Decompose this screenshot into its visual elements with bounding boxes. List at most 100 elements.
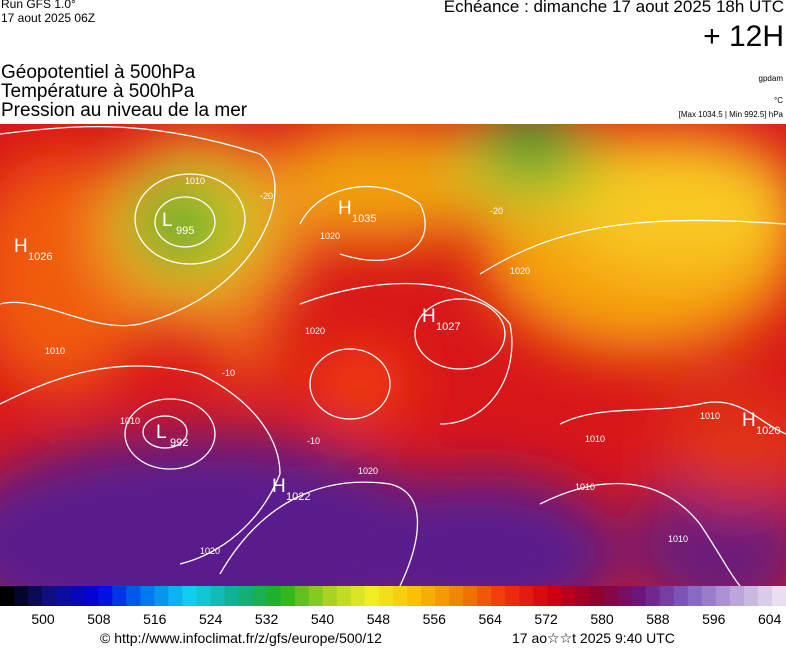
center-letter: H bbox=[422, 306, 436, 327]
colorbar-swatch bbox=[505, 586, 520, 606]
unit: °C bbox=[774, 96, 783, 105]
colorbar-label: 596 bbox=[702, 611, 726, 627]
field: Géopotentiel à 500hPa bbox=[1, 62, 196, 83]
contour-label: -20 bbox=[260, 191, 273, 201]
contour-label: 1020 bbox=[200, 546, 220, 556]
colorbar: 500 508 516 524 532 540 548 556 564 572 580 588 596 6… bbox=[0, 586, 786, 627]
lead-time: + 12H bbox=[703, 20, 784, 53]
colorbar-swatch bbox=[140, 586, 155, 606]
colorbar-swatch bbox=[336, 586, 352, 606]
colorbar-swatch bbox=[659, 586, 675, 606]
colorbar-swatch bbox=[266, 586, 282, 606]
contours bbox=[0, 125, 786, 586]
colorbar-swatch bbox=[435, 586, 450, 606]
center-letter: H bbox=[338, 198, 352, 219]
contour-label: 1010 bbox=[575, 482, 595, 492]
valid-time: Echéance : dimanche 17 aout 2025 18h UTC bbox=[443, 0, 784, 16]
colorbar-swatch bbox=[645, 586, 661, 606]
contour-label: 1010 bbox=[585, 434, 605, 444]
contour-label: 1010 bbox=[185, 176, 205, 186]
center-letter: H bbox=[272, 476, 286, 497]
colorbar-swatch bbox=[589, 586, 605, 606]
colorbar-swatch bbox=[196, 586, 212, 606]
colorbar-swatch bbox=[210, 586, 226, 606]
colorbar-swatch bbox=[687, 586, 703, 606]
colorbar-swatch bbox=[14, 586, 29, 606]
run-date: 17 aout 2025 06Z bbox=[1, 11, 96, 25]
field-shading bbox=[0, 124, 786, 586]
colorbar-swatch bbox=[98, 586, 113, 606]
contour-label: -10 bbox=[307, 436, 320, 446]
colorbar-swatch bbox=[168, 586, 183, 606]
colorbar-swatch bbox=[673, 586, 689, 606]
colorbar-swatch bbox=[126, 586, 141, 606]
colorbar-swatch bbox=[393, 586, 408, 606]
field: Pression au niveau de la mer bbox=[1, 100, 248, 121]
colorbar-swatch bbox=[757, 586, 773, 606]
colorbar-swatch bbox=[42, 586, 57, 606]
colorbar-swatch bbox=[154, 586, 169, 606]
center-value: 1035 bbox=[352, 213, 376, 225]
run: Run GFS 1.0° bbox=[1, 0, 76, 11]
colorbar-swatch bbox=[463, 586, 478, 606]
colorbar-swatch bbox=[112, 586, 127, 606]
colorbar-swatch bbox=[701, 586, 717, 606]
generated: 17 ao☆☆t 2025 9:40 UTC bbox=[512, 630, 675, 646]
colorbar-swatch bbox=[575, 586, 590, 606]
colorbar-swatch bbox=[378, 586, 394, 606]
colorbar-swatch bbox=[252, 586, 268, 606]
colorbar-swatch bbox=[491, 586, 506, 606]
unit: [Max 1034.5 | Min 992.5] hPa bbox=[678, 110, 783, 119]
contour-label: 1020 bbox=[358, 466, 378, 476]
colorbar-swatch bbox=[771, 586, 786, 606]
colorbar-swatch bbox=[519, 586, 534, 606]
colorbar-swatch bbox=[0, 586, 15, 606]
contour-label: 1020 bbox=[510, 266, 530, 276]
contour-label: 1010 bbox=[700, 411, 720, 421]
colorbar-swatch bbox=[56, 586, 71, 606]
colorbar-label: 524 bbox=[199, 611, 223, 627]
colorbar-label: 532 bbox=[255, 611, 279, 627]
colorbar-label: 588 bbox=[646, 611, 670, 627]
colorbar-swatch bbox=[729, 586, 745, 606]
colorbar-label: 516 bbox=[143, 611, 167, 627]
field: Température à 500hPa bbox=[1, 81, 195, 102]
center-letter: L bbox=[162, 210, 173, 231]
center-value: 995 bbox=[176, 225, 194, 237]
colorbar-swatch bbox=[238, 586, 254, 606]
colorbar-label: 572 bbox=[534, 611, 558, 627]
contour-label: 1020 bbox=[305, 326, 325, 336]
colorbar-swatch bbox=[603, 586, 619, 606]
unit: gpdam bbox=[758, 74, 783, 83]
contour-label: 1010 bbox=[120, 416, 140, 426]
contour-label: -10 bbox=[222, 368, 235, 378]
colorbar-swatch bbox=[561, 586, 576, 606]
colorbar-swatch bbox=[224, 586, 240, 606]
contour-label: 1010 bbox=[668, 534, 688, 544]
center-letter: H bbox=[14, 236, 28, 257]
center-letter: H bbox=[742, 410, 756, 431]
colorbar-label: 548 bbox=[367, 611, 391, 627]
colorbar-swatch bbox=[308, 586, 324, 606]
colorbar-swatch bbox=[547, 586, 562, 606]
colorbar-label: 580 bbox=[590, 611, 614, 627]
colorbar-label: 540 bbox=[311, 611, 335, 627]
colorbar-swatch bbox=[533, 586, 548, 606]
colorbar-swatch bbox=[322, 586, 338, 606]
center-value: 992 bbox=[170, 437, 188, 449]
colorbar-swatch bbox=[28, 586, 43, 606]
colorbar-swatch bbox=[715, 586, 731, 606]
colorbar-swatch bbox=[70, 586, 85, 606]
colorbar-swatch bbox=[84, 586, 99, 606]
center-value: 1022 bbox=[286, 491, 310, 503]
center-value: 1027 bbox=[436, 321, 460, 333]
colorbar-swatch bbox=[421, 586, 436, 606]
center-value: 1020 bbox=[756, 425, 780, 437]
colorbar-label: 564 bbox=[479, 611, 503, 627]
colorbar-label: 556 bbox=[423, 611, 447, 627]
colorbar-label: 604 bbox=[758, 611, 782, 627]
contour-label: 1010 bbox=[45, 346, 65, 356]
contour-label: 1020 bbox=[320, 231, 340, 241]
